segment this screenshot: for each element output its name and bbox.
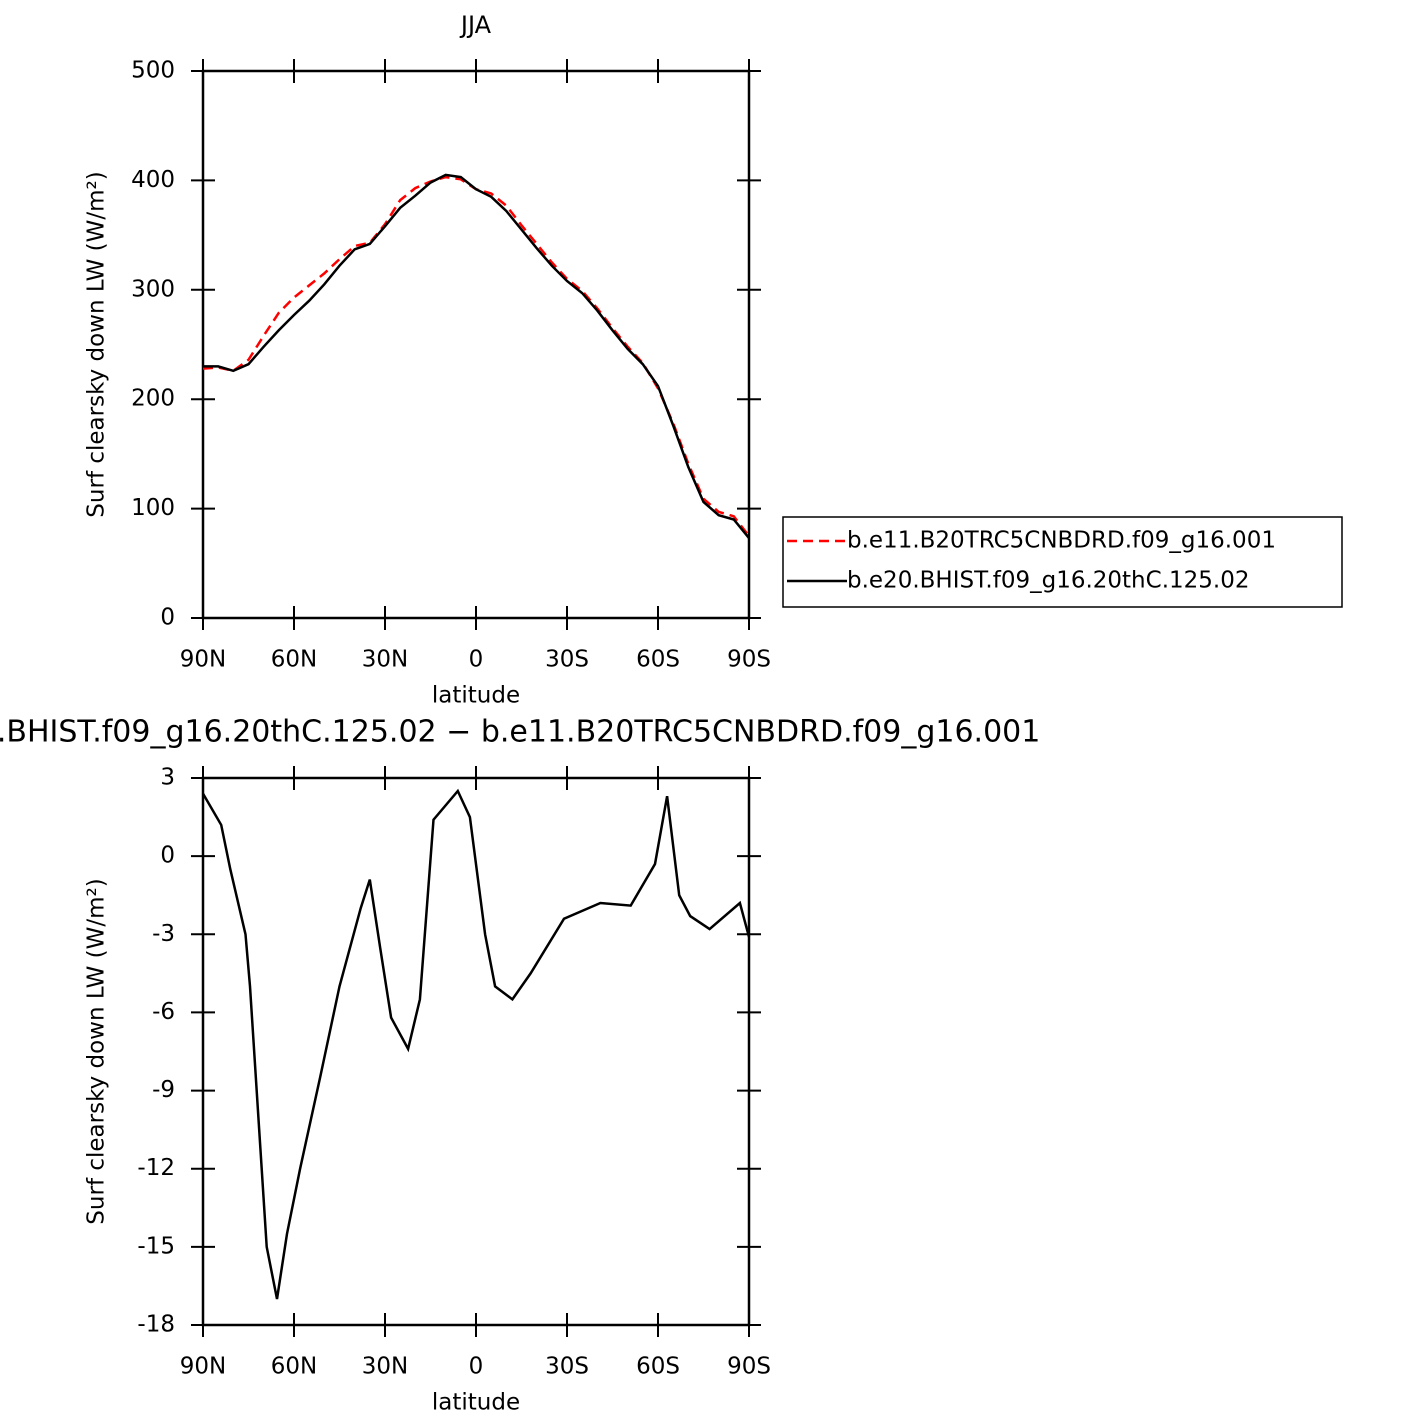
y-tick-label: -3 xyxy=(152,921,175,947)
x-tick-label: 60S xyxy=(636,1354,680,1380)
x-tick-label: 90N xyxy=(180,1354,226,1380)
chart-title: b.e20.BHIST.f09_g16.20thC.125.02 − b.e11… xyxy=(0,715,1040,750)
x-axis-label: latitude xyxy=(432,683,520,709)
legend-label: b.e20.BHIST.f09_g16.20thC.125.02 xyxy=(847,568,1249,594)
data-line xyxy=(202,175,750,537)
chart-title: JJA xyxy=(459,11,492,39)
y-tick-label: 500 xyxy=(131,58,175,84)
data-line xyxy=(201,788,751,1300)
x-tick-label: 30N xyxy=(362,1354,408,1380)
y-tick-label: -6 xyxy=(152,999,175,1025)
x-tick-label: 30N xyxy=(362,647,408,673)
y-tick-label: 0 xyxy=(160,605,175,631)
y-tick-label: -9 xyxy=(152,1077,175,1103)
data-line xyxy=(203,173,750,539)
y-axis-label: Surf clearsky down LW (W/m²) xyxy=(84,171,110,517)
y-tick-label: -18 xyxy=(137,1312,175,1338)
y-tick-label: -15 xyxy=(137,1233,175,1259)
plot-frame xyxy=(201,69,751,620)
legend-box xyxy=(782,516,1343,608)
x-tick-label: 30S xyxy=(545,647,589,673)
x-tick-label: 60N xyxy=(271,1354,317,1380)
x-tick-label: 90N xyxy=(180,647,226,673)
legend-label: b.e11.B20TRC5CNBDRD.f09_g16.001 xyxy=(847,528,1276,554)
x-axis-label: latitude xyxy=(432,1390,520,1416)
x-tick-label: 0 xyxy=(469,1354,484,1380)
x-tick-label: 90S xyxy=(727,647,771,673)
x-tick-label: 60S xyxy=(636,647,680,673)
y-tick-label: 400 xyxy=(131,167,175,193)
y-tick-label: 0 xyxy=(160,843,175,869)
x-tick-label: 90S xyxy=(727,1354,771,1380)
y-tick-label: 200 xyxy=(131,386,175,412)
x-tick-label: 60N xyxy=(271,647,317,673)
x-tick-label: 30S xyxy=(545,1354,589,1380)
y-tick-label: 300 xyxy=(131,276,175,302)
y-tick-label: 3 xyxy=(160,765,175,791)
y-tick-label: 100 xyxy=(131,495,175,521)
x-tick-label: 0 xyxy=(469,647,484,673)
y-axis-label: Surf clearsky down LW (W/m²) xyxy=(84,878,110,1224)
y-tick-label: -12 xyxy=(137,1155,175,1181)
